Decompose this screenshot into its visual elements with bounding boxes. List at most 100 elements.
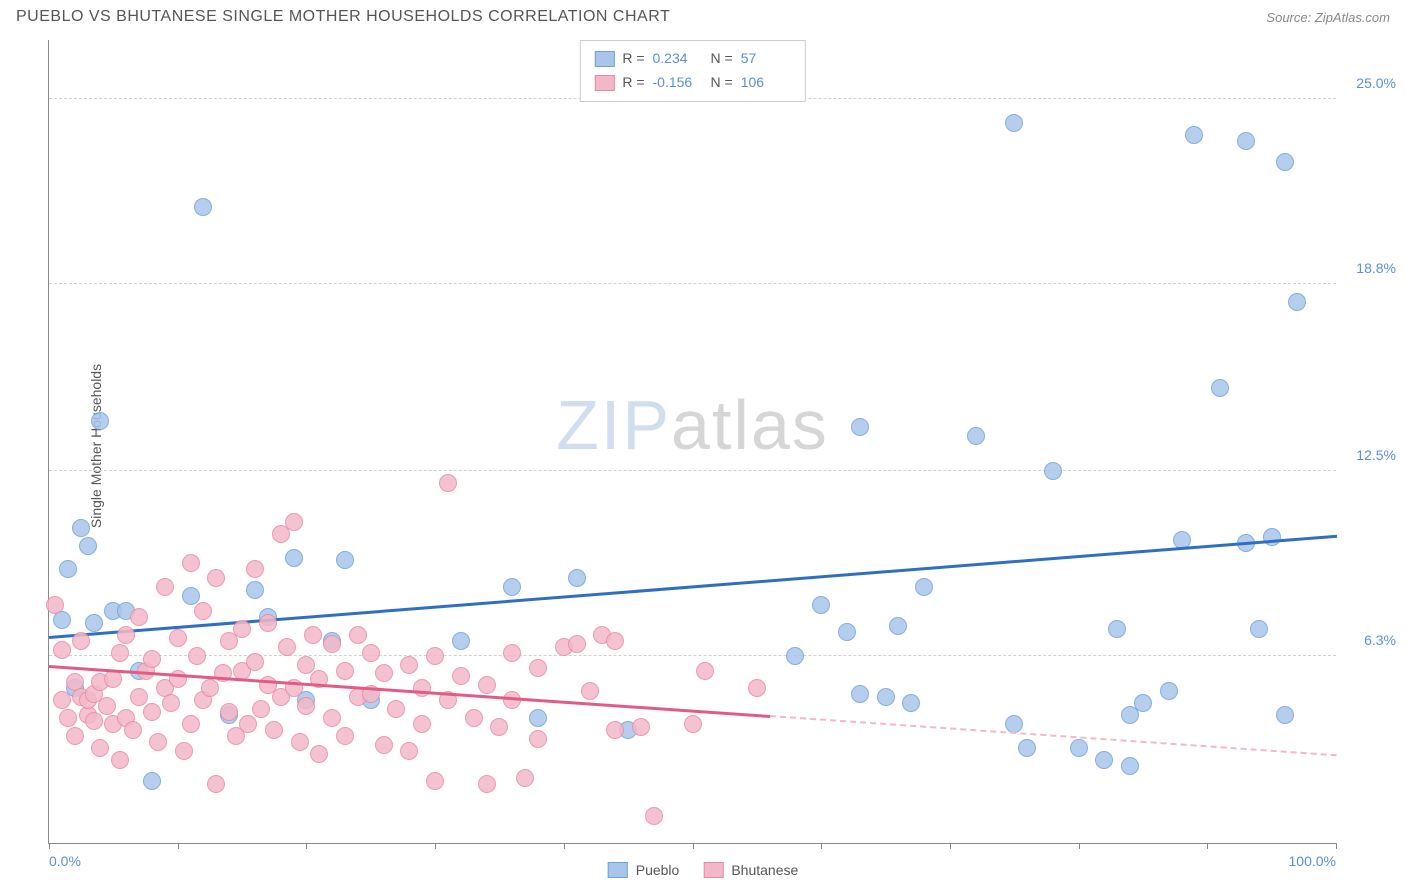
data-point xyxy=(902,694,920,712)
data-point xyxy=(182,587,200,605)
data-point xyxy=(426,772,444,790)
x-tick xyxy=(435,843,436,849)
data-point xyxy=(877,688,895,706)
data-point xyxy=(53,691,71,709)
x-tick xyxy=(49,843,50,849)
data-point xyxy=(246,560,264,578)
data-point xyxy=(478,775,496,793)
data-point xyxy=(285,549,303,567)
x-tick xyxy=(306,843,307,849)
data-point xyxy=(490,718,508,736)
data-point xyxy=(304,626,322,644)
legend-n-label: N = xyxy=(711,71,733,95)
x-tick-label: 100.0% xyxy=(1289,853,1336,869)
y-tick-label: 6.3% xyxy=(1364,632,1396,648)
data-point xyxy=(130,608,148,626)
data-point xyxy=(239,715,257,733)
header: PUEBLO VS BHUTANESE SINGLE MOTHER HOUSEH… xyxy=(0,0,1406,30)
data-point xyxy=(465,709,483,727)
data-point xyxy=(1044,462,1062,480)
data-point xyxy=(851,685,869,703)
data-point xyxy=(66,727,84,745)
data-point xyxy=(387,700,405,718)
x-tick-label: 0.0% xyxy=(49,853,81,869)
legend-swatch xyxy=(594,75,614,91)
data-point xyxy=(915,578,933,596)
data-point xyxy=(278,638,296,656)
correlation-legend: R =0.234N =57R =-0.156N =106 xyxy=(579,40,805,102)
legend-n-value: 106 xyxy=(741,71,791,95)
x-tick xyxy=(1336,843,1337,849)
data-point xyxy=(632,718,650,736)
data-point xyxy=(297,697,315,715)
legend-n-label: N = xyxy=(711,47,733,71)
x-tick xyxy=(564,843,565,849)
data-point xyxy=(59,709,77,727)
data-point xyxy=(156,578,174,596)
watermark: ZIPatlas xyxy=(556,385,829,465)
data-point xyxy=(175,742,193,760)
trend-line-extrapolated xyxy=(770,715,1337,756)
data-point xyxy=(786,647,804,665)
x-tick xyxy=(178,843,179,849)
data-point xyxy=(645,807,663,825)
data-point xyxy=(1108,620,1126,638)
data-point xyxy=(149,733,167,751)
data-point xyxy=(503,644,521,662)
data-point xyxy=(259,614,277,632)
data-point xyxy=(1070,739,1088,757)
x-tick xyxy=(1079,843,1080,849)
data-point xyxy=(1160,682,1178,700)
data-point xyxy=(182,715,200,733)
data-point xyxy=(207,775,225,793)
data-point xyxy=(452,632,470,650)
data-point xyxy=(72,632,90,650)
data-point xyxy=(1185,126,1203,144)
source-name: ZipAtlas.com xyxy=(1315,10,1390,25)
data-point xyxy=(117,626,135,644)
data-point xyxy=(104,670,122,688)
data-point xyxy=(143,703,161,721)
data-point xyxy=(606,721,624,739)
data-point xyxy=(336,551,354,569)
data-point xyxy=(53,641,71,659)
data-point xyxy=(1237,132,1255,150)
data-point xyxy=(323,709,341,727)
data-point xyxy=(111,644,129,662)
watermark-zip: ZIP xyxy=(556,386,671,464)
data-point xyxy=(194,198,212,216)
data-point xyxy=(297,656,315,674)
data-point xyxy=(568,635,586,653)
data-point xyxy=(59,560,77,578)
data-point xyxy=(1134,694,1152,712)
data-point xyxy=(79,537,97,555)
legend-row: R =-0.156N =106 xyxy=(594,71,790,95)
data-point xyxy=(252,700,270,718)
data-point xyxy=(400,742,418,760)
data-point xyxy=(529,659,547,677)
data-point xyxy=(967,427,985,445)
legend-swatch xyxy=(703,862,723,878)
data-point xyxy=(143,650,161,668)
gridline xyxy=(49,470,1336,471)
legend-r-value: -0.156 xyxy=(653,71,703,95)
data-point xyxy=(1250,620,1268,638)
data-point xyxy=(85,712,103,730)
legend-r-label: R = xyxy=(622,47,644,71)
data-point xyxy=(1005,715,1023,733)
data-point xyxy=(696,662,714,680)
data-point xyxy=(72,519,90,537)
y-tick-label: 12.5% xyxy=(1356,447,1396,463)
data-point xyxy=(452,667,470,685)
watermark-atlas: atlas xyxy=(671,386,829,464)
data-point xyxy=(220,703,238,721)
data-point xyxy=(207,569,225,587)
data-point xyxy=(1263,528,1281,546)
x-tick xyxy=(693,843,694,849)
source-attribution: Source: ZipAtlas.com xyxy=(1266,10,1390,25)
data-point xyxy=(529,709,547,727)
legend-swatch xyxy=(594,51,614,67)
data-point xyxy=(889,617,907,635)
legend-swatch xyxy=(608,862,628,878)
legend-label: Bhutanese xyxy=(731,862,798,878)
